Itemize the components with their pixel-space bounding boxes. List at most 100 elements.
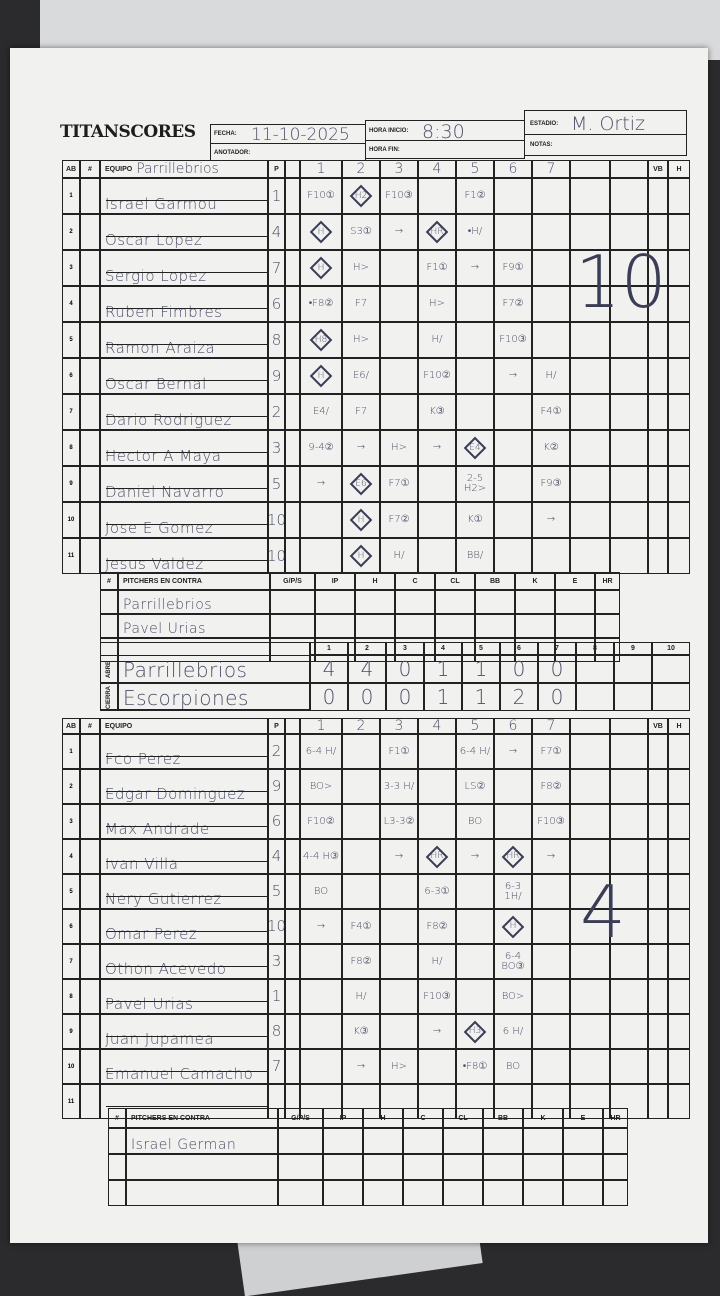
sub-cell	[285, 979, 300, 1014]
pitcher-stat-cell	[278, 1154, 323, 1180]
pitcher-name: Parrillebrios	[118, 590, 270, 614]
play-cell	[342, 734, 380, 769]
play-cell	[380, 874, 418, 909]
play-cell	[418, 804, 456, 839]
play-cell: H2	[342, 178, 380, 214]
player-name: Oscar Bernal	[100, 358, 268, 394]
team-name: Parrillebrios	[136, 161, 219, 177]
at-bat-number: 5	[62, 322, 80, 358]
vb-cell	[648, 358, 668, 394]
sub-cell	[285, 769, 300, 804]
run-scored-diamond-icon: H2	[350, 185, 372, 207]
fecha-value: 11-10-2025	[251, 125, 350, 144]
pitcher-stat-cell	[555, 614, 595, 638]
play-notation: H	[357, 514, 365, 525]
play-notation: 6-3 1H/	[494, 874, 532, 909]
sub-cell	[285, 944, 300, 979]
play-notation: BB/	[456, 538, 494, 574]
sub-cell	[285, 1014, 300, 1049]
pitcher-stat-cell	[603, 1128, 628, 1154]
name-underline	[106, 1070, 268, 1072]
pitchers-header: BB	[483, 1108, 523, 1128]
play-cell	[380, 358, 418, 394]
pitchers-header: BB	[475, 572, 515, 590]
play-notation: HR	[430, 851, 444, 861]
player-name: Nery Gutierrez	[100, 874, 268, 909]
play-cell	[456, 909, 494, 944]
play-notation: F10③	[380, 178, 418, 214]
pitcher-stat-cell	[323, 1154, 363, 1180]
h-cell	[668, 769, 690, 804]
play-cell	[610, 734, 648, 769]
play-cell	[380, 250, 418, 286]
play-cell	[570, 538, 610, 574]
name-underline	[106, 965, 268, 967]
run-scored-diamond-icon: HR	[426, 221, 448, 243]
play-cell	[570, 322, 610, 358]
pitcher-stat-cell	[355, 614, 395, 638]
play-notation: F8②	[418, 909, 456, 944]
play-cell	[610, 250, 648, 286]
play-cell: H	[300, 250, 342, 286]
play-cell	[418, 1084, 456, 1119]
play-cell	[300, 1084, 342, 1119]
line-team-name: Parrillebrios	[118, 655, 310, 683]
scoresheet	[10, 48, 708, 1243]
inning-header: 1	[300, 160, 342, 178]
play-cell	[418, 734, 456, 769]
pitchers-header: #	[108, 1108, 126, 1128]
play-notation: H>	[380, 430, 418, 466]
jersey-number-cell	[80, 466, 100, 502]
at-bat-number: 10	[62, 502, 80, 538]
play-cell	[456, 322, 494, 358]
play-notation: 4-4 H③	[300, 839, 342, 874]
pitchers-header: K	[515, 572, 555, 590]
equipo-label: EQUIPO	[105, 722, 133, 730]
inning-runs: 2	[500, 683, 538, 711]
player-position: 3	[268, 430, 285, 466]
player-name	[100, 1084, 268, 1119]
inning-runs: 1	[462, 683, 500, 711]
play-cell	[570, 1014, 610, 1049]
play-cell	[342, 769, 380, 804]
play-notation: F9①	[494, 250, 532, 286]
play-notation: H>	[418, 286, 456, 322]
play-cell	[342, 839, 380, 874]
play-cell	[418, 769, 456, 804]
play-cell: HR	[418, 839, 456, 874]
play-notation: 6-4 H/	[300, 734, 342, 769]
play-cell: E6	[342, 466, 380, 502]
play-cell	[610, 322, 648, 358]
play-cell	[418, 502, 456, 538]
pitchers-header: HR	[603, 1108, 628, 1128]
jersey-number-cell	[80, 502, 100, 538]
inning-header: 6	[494, 160, 532, 178]
notas-label: NOTAS:	[530, 142, 553, 148]
pitcher-stat-cell	[483, 1154, 523, 1180]
play-cell	[456, 286, 494, 322]
jersey-number-cell	[80, 769, 100, 804]
play-notation: H	[357, 550, 365, 561]
pitchers-header: K	[523, 1108, 563, 1128]
play-notation: BO	[300, 874, 342, 909]
player-position: 5	[268, 466, 285, 502]
sub-cell	[285, 430, 300, 466]
pitcher-stat-cell	[108, 1154, 126, 1180]
play-notation: HR	[506, 851, 520, 861]
play-notation: H/	[418, 322, 456, 358]
player-position: 9	[268, 769, 285, 804]
at-bat-number: 6	[62, 358, 80, 394]
play-cell	[610, 804, 648, 839]
play-cell	[570, 1049, 610, 1084]
sub-cell	[285, 358, 300, 394]
play-notation: H3	[468, 1026, 482, 1036]
vb-cell	[648, 769, 668, 804]
play-cell	[610, 1084, 648, 1119]
pitcher-stat-cell	[315, 614, 355, 638]
line-inning-header: 2	[348, 642, 386, 655]
fecha-field: FECHA: 11-10-2025	[210, 124, 366, 144]
play-notation: F7	[342, 394, 380, 430]
line-inning-header: 10	[652, 642, 690, 655]
play-cell	[610, 944, 648, 979]
play-notation: F10③	[418, 979, 456, 1014]
